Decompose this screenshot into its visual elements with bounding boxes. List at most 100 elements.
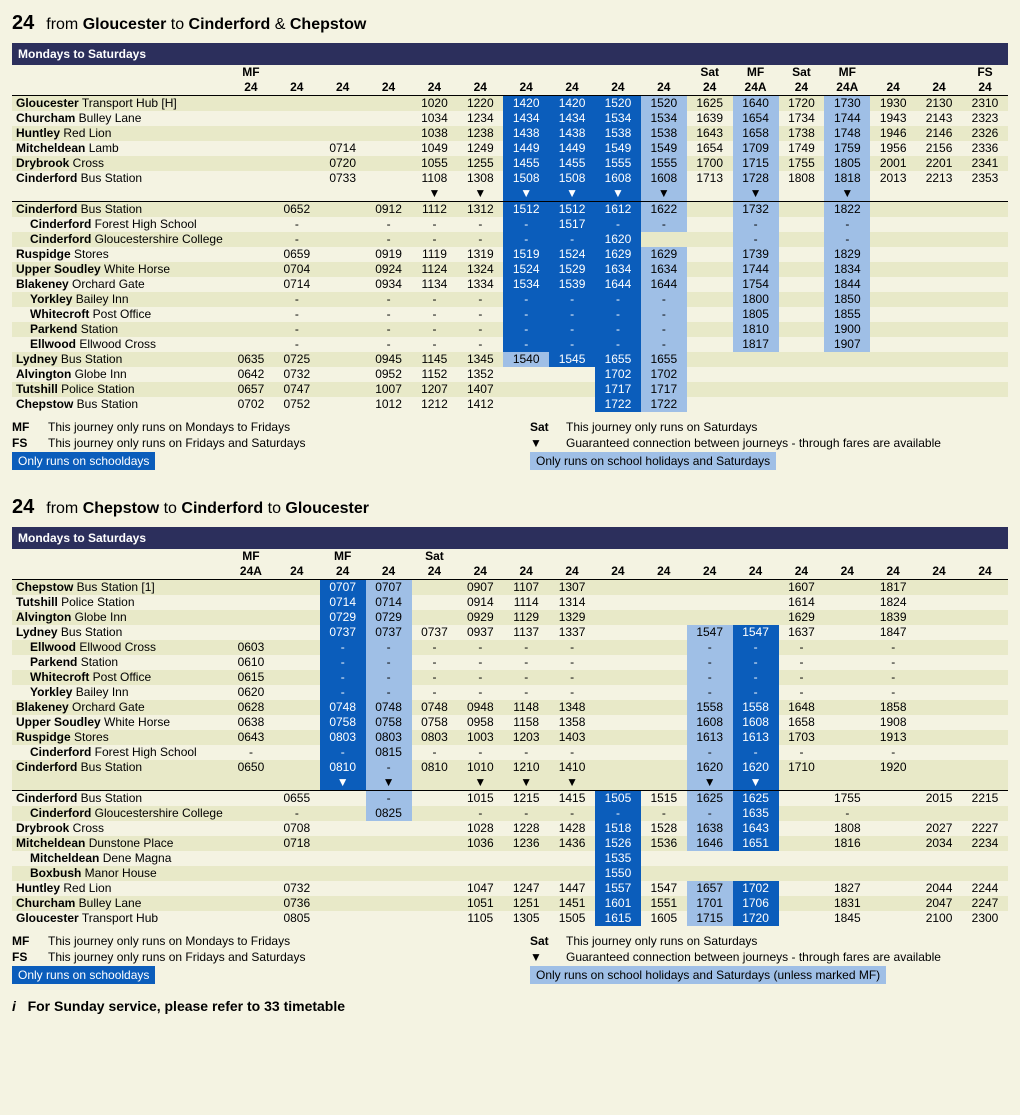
time-cell [916, 806, 962, 821]
time-cell [962, 322, 1008, 337]
time-cell: - [870, 745, 916, 760]
time-cell: 1739 [733, 247, 779, 262]
time-cell: - [366, 791, 412, 807]
time-cell: 1449 [549, 141, 595, 156]
time-cell: 1943 [870, 111, 916, 126]
time-cell: 0708 [274, 821, 320, 836]
time-cell: 1134 [412, 277, 458, 292]
time-cell [779, 217, 825, 232]
time-cell: 0934 [366, 277, 412, 292]
time-cell [641, 760, 687, 775]
stop-name: Cinderford Forest High School [12, 745, 228, 760]
time-cell: 1612 [595, 202, 641, 218]
time-cell [916, 670, 962, 685]
time-cell: 1436 [549, 836, 595, 851]
time-cell: 1549 [641, 141, 687, 156]
time-cell [320, 202, 366, 218]
time-cell: 2234 [962, 836, 1008, 851]
time-cell [641, 730, 687, 745]
time-cell: 1324 [457, 262, 503, 277]
time-cell: 0803 [366, 730, 412, 745]
time-cell [779, 202, 825, 218]
time-cell: 1808 [779, 171, 825, 186]
time-cell: 1428 [549, 821, 595, 836]
time-cell: 0748 [412, 700, 458, 715]
time-cell [228, 126, 274, 141]
time-cell [824, 352, 870, 367]
time-cell: 1538 [595, 126, 641, 141]
time-cell: - [870, 685, 916, 700]
time-cell: 0704 [274, 262, 320, 277]
time-cell: - [274, 322, 320, 337]
time-cell: - [503, 640, 549, 655]
time-cell: 1640 [733, 96, 779, 112]
time-cell: 1620 [595, 232, 641, 247]
time-cell [824, 625, 870, 640]
time-cell: 2013 [870, 171, 916, 186]
time-cell: 0952 [366, 367, 412, 382]
time-cell [412, 791, 458, 807]
time-cell [962, 247, 1008, 262]
time-cell: 1329 [549, 610, 595, 625]
time-cell: - [457, 640, 503, 655]
time-cell [641, 851, 687, 866]
time-cell: 1900 [824, 322, 870, 337]
time-cell: 1850 [824, 292, 870, 307]
time-cell [962, 262, 1008, 277]
time-cell: 1545 [549, 352, 595, 367]
time-cell: - [366, 685, 412, 700]
time-cell [228, 202, 274, 218]
time-cell: - [595, 337, 641, 352]
time-cell [228, 851, 274, 866]
time-cell [916, 580, 962, 596]
time-cell: 1314 [549, 595, 595, 610]
time-cell: - [274, 217, 320, 232]
time-cell [962, 610, 1008, 625]
section1-header: 24 from Gloucester to Cinderford & Cheps… [12, 12, 1008, 35]
time-cell [366, 911, 412, 926]
time-cell: - [687, 745, 733, 760]
time-cell [366, 126, 412, 141]
time-cell [412, 580, 458, 596]
time-cell [733, 580, 779, 596]
time-cell: - [733, 745, 779, 760]
time-cell [320, 791, 366, 807]
time-cell [779, 292, 825, 307]
time-cell: - [641, 337, 687, 352]
time-cell: 1524 [503, 262, 549, 277]
time-cell [779, 322, 825, 337]
time-cell [870, 352, 916, 367]
time-cell [687, 247, 733, 262]
time-cell [916, 232, 962, 247]
time-cell: 1010 [457, 760, 503, 775]
time-cell: 1810 [733, 322, 779, 337]
time-cell [870, 232, 916, 247]
time-cell: - [366, 217, 412, 232]
time-cell [641, 745, 687, 760]
time-cell: 1505 [549, 911, 595, 926]
time-cell [228, 141, 274, 156]
time-cell: - [366, 307, 412, 322]
time-cell: 1449 [503, 141, 549, 156]
time-cell [779, 337, 825, 352]
time-cell: 1207 [412, 382, 458, 397]
time-cell: - [641, 307, 687, 322]
time-cell [503, 866, 549, 881]
time-cell: 1625 [687, 791, 733, 807]
time-cell: 2227 [962, 821, 1008, 836]
time-cell [641, 625, 687, 640]
time-cell: - [687, 685, 733, 700]
time-cell [228, 580, 274, 596]
time-cell: 0737 [412, 625, 458, 640]
time-cell: - [641, 217, 687, 232]
time-cell: - [779, 640, 825, 655]
time-cell: - [733, 655, 779, 670]
time-cell [320, 352, 366, 367]
time-cell [274, 625, 320, 640]
time-cell [916, 307, 962, 322]
time-cell [962, 397, 1008, 412]
time-cell: 0650 [228, 760, 274, 775]
time-cell [687, 307, 733, 322]
time-cell: 1124 [412, 262, 458, 277]
time-cell [916, 217, 962, 232]
